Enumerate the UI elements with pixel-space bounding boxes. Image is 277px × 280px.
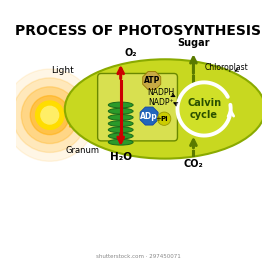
Text: ADp: ADp: [140, 111, 158, 121]
Circle shape: [35, 101, 64, 129]
Ellipse shape: [65, 59, 265, 159]
Text: NADP⁺: NADP⁺: [148, 98, 173, 107]
Text: shutterstock.com · 297450071: shutterstock.com · 297450071: [96, 254, 181, 259]
Text: NADPH: NADPH: [147, 88, 174, 97]
Text: Pi: Pi: [160, 116, 168, 122]
Text: CO₂: CO₂: [184, 159, 203, 169]
Ellipse shape: [108, 127, 133, 133]
Text: Chloroplast: Chloroplast: [205, 63, 248, 72]
Ellipse shape: [108, 115, 133, 120]
Text: ATP: ATP: [143, 76, 160, 85]
Text: O₂: O₂: [124, 48, 137, 59]
Text: +: +: [155, 116, 161, 122]
Text: Light: Light: [51, 66, 73, 75]
Circle shape: [158, 112, 171, 125]
Ellipse shape: [108, 133, 133, 139]
Circle shape: [4, 69, 96, 161]
FancyBboxPatch shape: [98, 73, 178, 141]
Text: Sugar: Sugar: [177, 38, 210, 48]
Circle shape: [30, 96, 69, 135]
Circle shape: [21, 87, 78, 144]
Circle shape: [41, 106, 59, 124]
Ellipse shape: [108, 108, 133, 114]
Ellipse shape: [108, 139, 133, 145]
Text: PROCESS OF PHOTOSYNTHESIS: PROCESS OF PHOTOSYNTHESIS: [16, 24, 261, 38]
Text: Granum: Granum: [66, 146, 99, 155]
Circle shape: [178, 82, 231, 136]
Circle shape: [12, 78, 87, 152]
Text: H₂O: H₂O: [110, 152, 132, 162]
Ellipse shape: [108, 102, 133, 108]
Text: Calvin
cycle: Calvin cycle: [187, 98, 221, 120]
Ellipse shape: [108, 121, 133, 127]
